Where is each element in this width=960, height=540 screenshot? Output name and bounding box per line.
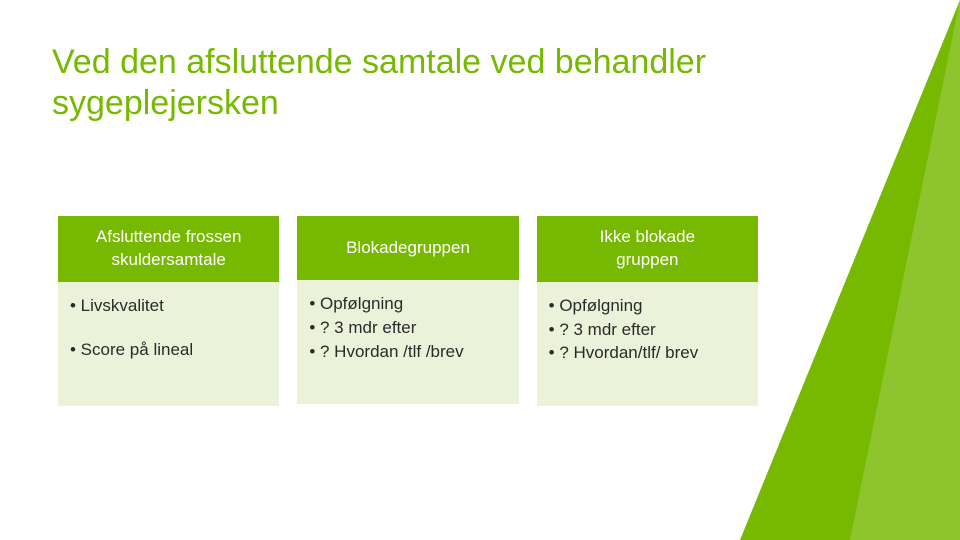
- column-3-body: • Opfølgning • ? 3 mdr efter • ? Hvordan…: [537, 282, 758, 406]
- column-1-header: Afsluttende frossen skuldersamtale: [58, 216, 279, 282]
- column-3-header: Ikke blokade gruppen: [537, 216, 758, 282]
- column-2-item: • ? 3 mdr efter: [305, 316, 510, 340]
- column-1-item: • Livskvalitet: [66, 294, 271, 318]
- column-2-header-line1: Blokadegruppen: [346, 237, 470, 260]
- columns-container: Afsluttende frossen skuldersamtale • Liv…: [58, 216, 758, 406]
- column-2-body: • Opfølgning • ? 3 mdr efter • ? Hvordan…: [297, 280, 518, 404]
- column-3: Ikke blokade gruppen • Opfølgning • ? 3 …: [537, 216, 758, 406]
- column-2-item: • ? Hvordan /tlf /brev: [305, 340, 510, 364]
- column-1-header-line2: skuldersamtale: [112, 249, 226, 272]
- column-1-header-line1: Afsluttende frossen: [96, 226, 242, 249]
- slide-title: Ved den afsluttende samtale ved behandle…: [52, 42, 752, 124]
- column-3-item: • ? 3 mdr efter: [545, 318, 750, 342]
- column-1-body: • Livskvalitet • Score på lineal: [58, 282, 279, 406]
- column-1: Afsluttende frossen skuldersamtale • Liv…: [58, 216, 279, 406]
- slide: Ved den afsluttende samtale ved behandle…: [0, 0, 960, 540]
- column-1-gap: [66, 318, 271, 338]
- column-2-item: • Opfølgning: [305, 292, 510, 316]
- column-3-item: • Opfølgning: [545, 294, 750, 318]
- column-3-item: • ? Hvordan/tlf/ brev: [545, 341, 750, 365]
- decor-triangle-light: [850, 0, 960, 540]
- column-3-header-line2: gruppen: [616, 249, 678, 272]
- column-3-header-line1: Ikke blokade: [600, 226, 695, 249]
- column-2: Blokadegruppen • Opfølgning • ? 3 mdr ef…: [297, 216, 518, 406]
- column-1-item: • Score på lineal: [66, 338, 271, 362]
- column-2-header: Blokadegruppen: [297, 216, 518, 280]
